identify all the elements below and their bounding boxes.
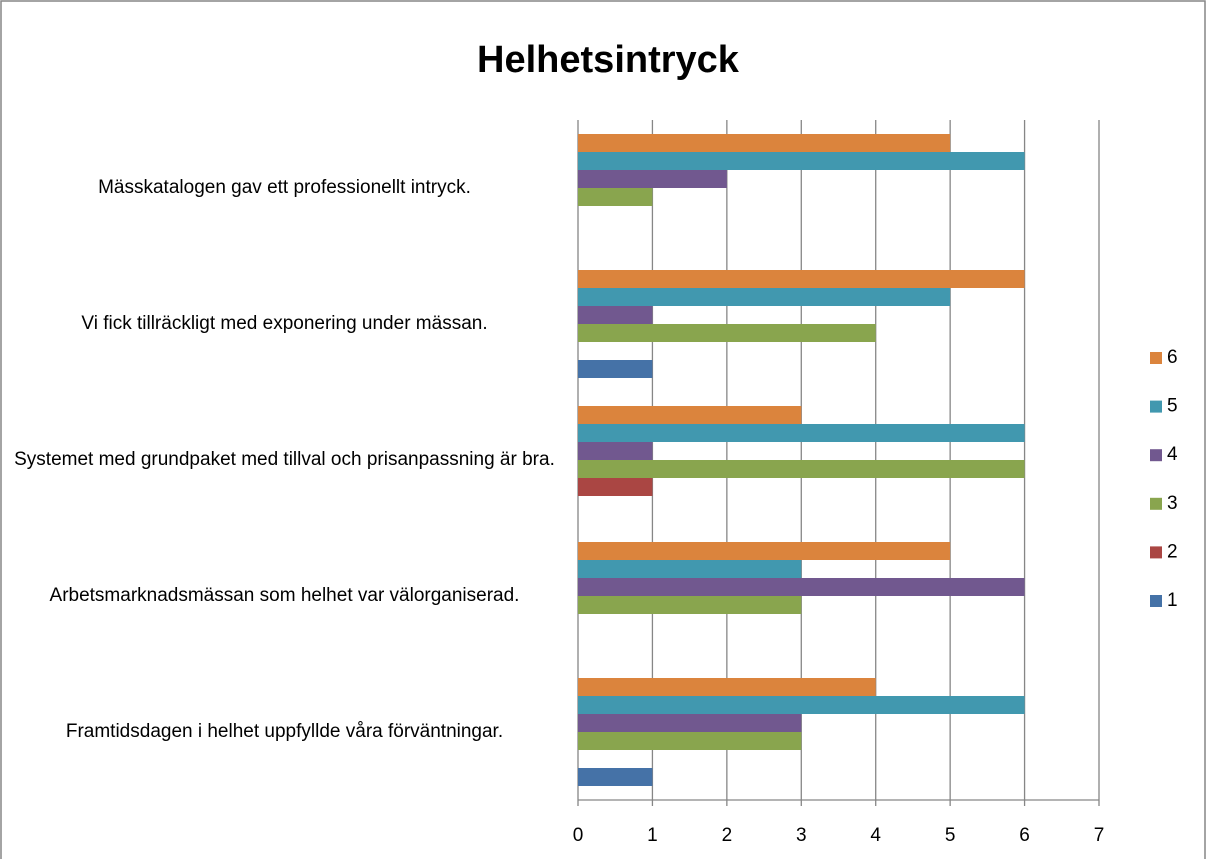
category-label: Mässkatalogen gav ett professionellt int… [98,177,471,198]
x-tick-label: 1 [647,825,658,846]
category-label: Systemet med grundpaket med tillval och … [14,449,555,470]
legend-swatch [1150,595,1162,607]
legend-swatch [1150,546,1162,559]
x-tick-label: 0 [573,825,584,846]
legend-swatch [1150,400,1162,413]
legend-label: 3 [1167,493,1178,514]
bar [578,270,1025,288]
bar [578,732,802,750]
bar [578,288,951,306]
legend-label: 2 [1167,541,1178,562]
bar [578,542,951,560]
bar [578,714,802,732]
bar [578,152,1025,170]
bar [578,460,1025,478]
bar [578,678,876,696]
x-tick-label: 3 [796,825,807,846]
bar [578,306,653,324]
x-tick-label: 4 [870,825,881,846]
category-label: Framtidsdagen i helhet uppfyllde våra fö… [65,721,504,742]
x-tick-label: 7 [1094,825,1105,846]
bar [578,478,653,496]
legend-label: 5 [1167,396,1178,417]
bar [578,560,802,578]
chart-title: Helhetsintryck [477,39,740,81]
legend-label: 1 [1167,590,1178,611]
bar [578,134,951,152]
legend-label: 4 [1167,444,1178,465]
bar [578,696,1025,714]
x-tick-label: 2 [722,825,733,846]
bar [578,406,802,424]
legend-label: 6 [1167,347,1178,368]
bar [578,596,802,614]
legend-swatch [1150,449,1162,462]
bar [578,170,727,188]
bar [578,578,1025,596]
bar [578,442,653,460]
bar [578,768,653,786]
bar [578,424,1025,442]
x-tick-label: 6 [1019,825,1030,846]
bar [578,360,653,378]
category-label: Vi fick tillräckligt med exponering unde… [81,313,488,334]
bar [578,324,876,342]
bar [578,188,653,206]
legend-swatch [1150,497,1162,510]
legend-swatch [1150,352,1162,364]
category-label: Arbetsmarknadsmässan som helhet var välo… [49,585,520,606]
x-tick-label: 5 [945,825,956,846]
